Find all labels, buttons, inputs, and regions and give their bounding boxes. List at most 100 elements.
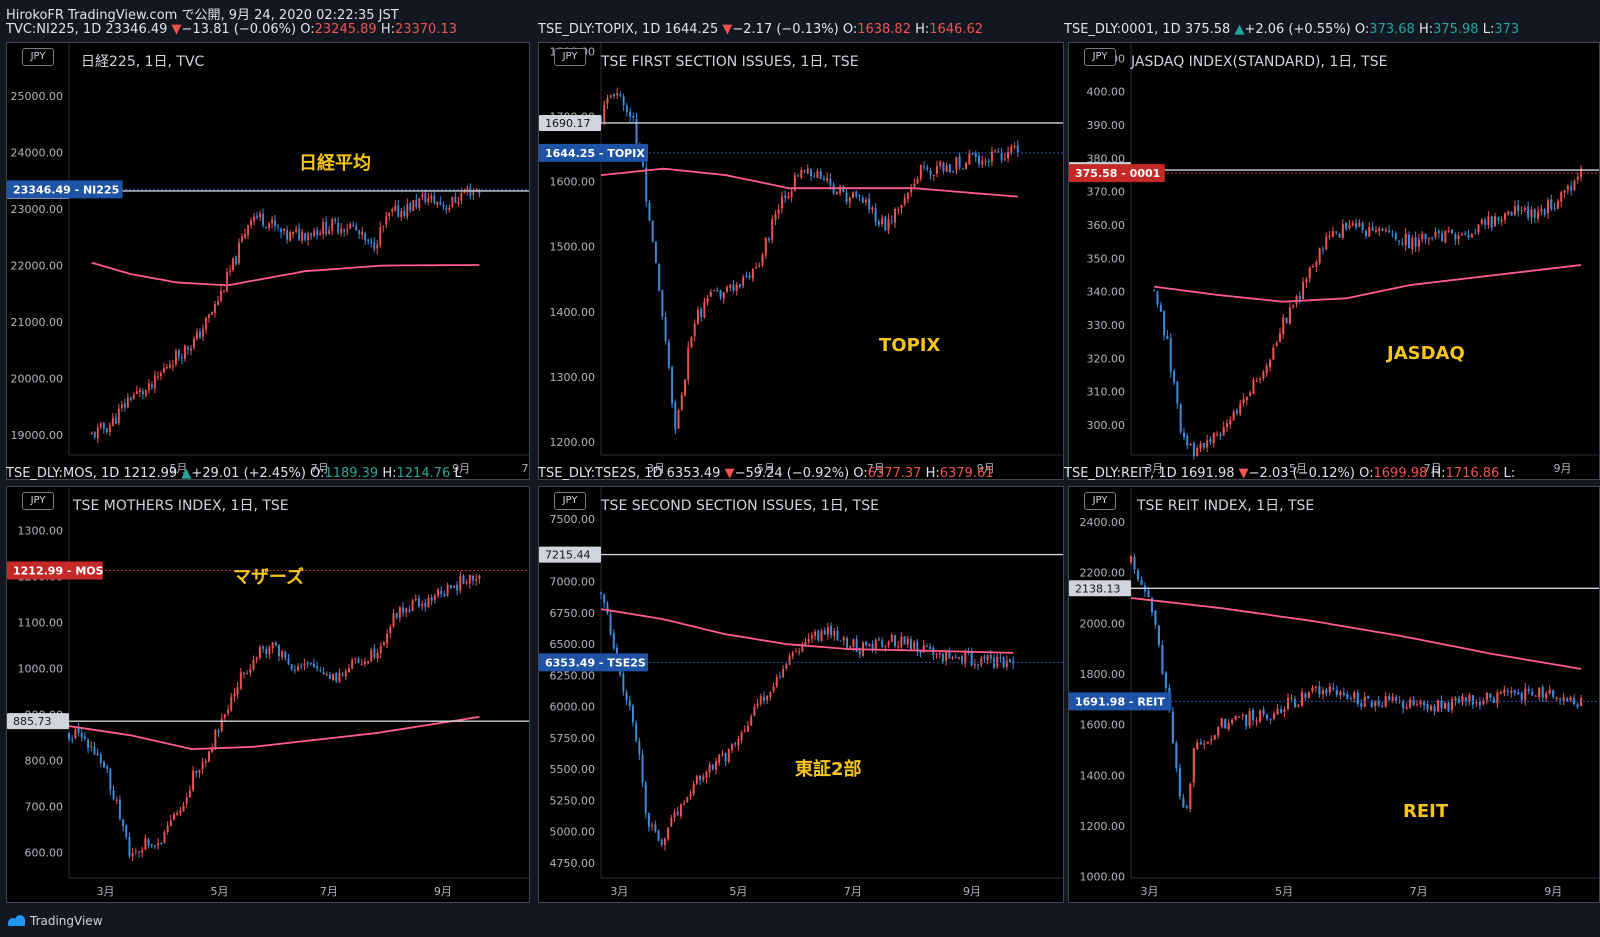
candle-body: [1153, 290, 1156, 292]
chart-area[interactable]: 600.00700.00800.00900.001000.001100.0012…: [6, 486, 530, 903]
candle-body: [169, 820, 172, 827]
candle-down: [644, 780, 647, 819]
x-tick-label: 3月: [1145, 462, 1163, 475]
candle-body: [312, 663, 315, 668]
candle-body: [814, 631, 817, 636]
candle-down: [993, 654, 996, 670]
chart-area[interactable]: 19000.00 20000.00 21000.00 22000.00 23000.00…: [6, 42, 530, 480]
candle-up: [1409, 696, 1412, 709]
candle-up: [780, 191, 783, 214]
candle-body: [181, 356, 183, 359]
candle-down: [1154, 609, 1157, 629]
chart-area[interactable]: 1200.001300.001400.001500.001600.001700.…: [538, 42, 1064, 480]
candle-down: [309, 662, 312, 666]
candle-body: [961, 168, 964, 170]
candlestick-chart[interactable]: 300.00310.00320.00330.00340.00350.00360.…: [1069, 43, 1600, 480]
candle-body: [1286, 698, 1290, 709]
candle-down: [1552, 689, 1555, 700]
candle-up: [307, 231, 310, 246]
candle-body: [868, 198, 871, 210]
chart-area[interactable]: 4750.00 5000.00 5250.00 5500.00 5750.00 6000.…: [538, 486, 1064, 903]
candle-up: [230, 692, 233, 713]
candle-up: [667, 827, 670, 842]
candle-down: [1209, 435, 1212, 446]
candle-down: [641, 749, 644, 788]
candle-body: [1552, 690, 1555, 697]
last-price: 1644.25: [664, 22, 719, 37]
candle-up: [1580, 165, 1583, 182]
y-tick-label: 5750.00: [550, 732, 596, 745]
candle-down: [1412, 695, 1415, 707]
candle-down: [830, 622, 833, 639]
candle-body: [1537, 211, 1540, 219]
candlestick-chart[interactable]: 1000.001200.001400.001600.001800.002000.…: [1069, 487, 1600, 903]
candle-down: [1245, 713, 1248, 730]
candle-up: [758, 262, 761, 268]
candle-body: [252, 659, 255, 670]
candle-body: [1302, 282, 1305, 299]
candle-body: [839, 640, 842, 642]
candle-body: [195, 770, 198, 774]
candle-body: [1238, 716, 1241, 718]
candle-up: [984, 157, 987, 166]
candle-down: [160, 842, 163, 845]
candle-up: [370, 647, 373, 663]
candle-body: [1378, 228, 1381, 232]
candle-body: [253, 216, 255, 221]
candlestick-chart[interactable]: 4750.005000.005250.005500.005750.006000.…: [539, 487, 1064, 903]
candle-body: [1484, 219, 1487, 225]
candle-body: [903, 636, 906, 645]
candle-body: [1262, 709, 1265, 715]
candle-body: [942, 162, 945, 172]
candle-body: [394, 205, 397, 211]
candle-body: [135, 391, 138, 394]
candle-body: [156, 376, 159, 378]
candle-down: [711, 764, 714, 771]
x-tick-label: 9月: [977, 462, 995, 475]
candle-body: [750, 716, 753, 726]
candle-body: [198, 770, 201, 773]
candlestick-chart[interactable]: 19000.0020000.0021000.0022000.0023000.00…: [7, 43, 530, 480]
candle-up: [176, 810, 179, 817]
candle-up: [910, 183, 913, 197]
candle-down: [1163, 310, 1166, 341]
change-arrow-icon: ▲: [1234, 22, 1245, 37]
candle-up: [750, 713, 753, 726]
candle-up: [1569, 695, 1572, 703]
candlestick-chart[interactable]: 600.00700.00800.00900.001000.001100.0012…: [7, 487, 530, 903]
candle-down: [929, 167, 932, 180]
candle-up: [713, 289, 716, 292]
candle-body: [644, 782, 647, 814]
candle-body: [782, 669, 785, 678]
candle-body: [223, 290, 225, 292]
candle-body: [990, 151, 993, 162]
candle-body: [813, 176, 816, 178]
candlestick-chart[interactable]: 1200.001300.001400.001500.001600.001700.…: [539, 43, 1064, 480]
candle-body: [242, 672, 245, 674]
candle-body: [758, 265, 761, 267]
candle-body: [759, 696, 762, 704]
candle-down: [316, 226, 319, 240]
chart-area[interactable]: 1000.00 1200.00 1400.00 1600.00 1800.00 2000.…: [1068, 486, 1600, 903]
candle-down: [629, 107, 632, 123]
candle-body: [716, 290, 719, 292]
candle-body: [1517, 692, 1520, 695]
candle-up: [1351, 220, 1354, 227]
candle-body: [335, 672, 338, 682]
candle-down: [472, 575, 475, 586]
candle-up: [1328, 682, 1331, 696]
candle-body: [938, 652, 941, 654]
candle-down: [1426, 700, 1429, 713]
last-price-badge: [7, 561, 103, 580]
candle-down: [1391, 230, 1394, 238]
candle-down: [942, 161, 945, 175]
candle-down: [625, 689, 628, 706]
candle-up: [894, 207, 897, 228]
candle-up: [1548, 685, 1551, 696]
candle-up: [1520, 206, 1523, 215]
candle-up: [774, 210, 777, 226]
candle-body: [1569, 697, 1572, 701]
chart-area[interactable]: 300.00 310.00 320.00 330.00 340.00 350.00 360.…: [1068, 42, 1600, 480]
candle-body: [874, 208, 877, 223]
candle-body: [1346, 694, 1349, 699]
